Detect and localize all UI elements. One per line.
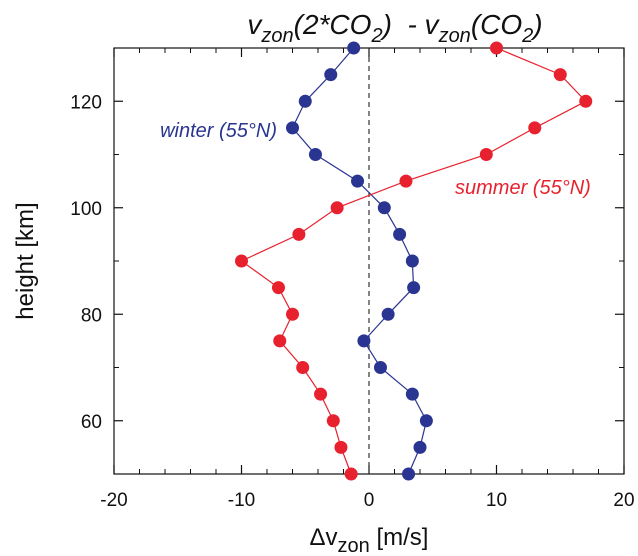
x-axis-label-sub: zon — [338, 535, 370, 556]
y-tick-label: 80 — [81, 305, 102, 326]
x-tick-label: 0 — [364, 490, 375, 511]
y-tick-label: 60 — [81, 412, 102, 433]
data-point — [344, 467, 358, 481]
summer-annotation: summer (55°N) — [455, 177, 591, 199]
data-point — [490, 41, 503, 55]
y-tick-label: 100 — [70, 199, 102, 220]
x-axis-label-prefix: Δv — [310, 524, 338, 551]
data-point — [377, 201, 391, 215]
data-point — [381, 307, 395, 321]
data-point — [553, 68, 567, 82]
x-tick-label: -10 — [228, 490, 255, 511]
data-point — [405, 254, 419, 268]
data-point — [308, 148, 322, 161]
y-axis-label: height [km] — [12, 202, 39, 319]
data-point — [399, 174, 413, 188]
data-point — [334, 440, 348, 454]
title-close2: ) — [530, 9, 542, 40]
x-axis-label: Δvzon [m/s] — [310, 524, 429, 556]
y-tick-label: 120 — [70, 92, 102, 113]
data-point — [330, 201, 344, 215]
data-point — [402, 467, 416, 481]
data-point — [292, 227, 306, 241]
title-sub1: 2 — [370, 25, 382, 47]
title-minus: - v — [392, 9, 441, 40]
x-tick-label: 20 — [613, 490, 634, 511]
data-point — [296, 361, 310, 374]
series-1 — [235, 41, 593, 481]
data-point — [314, 387, 328, 401]
title-v2-sub: zon — [438, 25, 471, 47]
data-point — [528, 121, 542, 135]
title-close1: ) — [380, 9, 392, 40]
data-point — [479, 148, 493, 161]
data-point — [273, 334, 287, 348]
title-rest2: (CO — [471, 9, 522, 40]
title-rest1: (2*CO — [294, 9, 372, 40]
data-point — [413, 440, 427, 454]
x-tick-label: -20 — [100, 490, 127, 511]
title-v1: v — [247, 9, 263, 40]
data-point — [405, 387, 419, 401]
data-point — [407, 281, 421, 295]
tick-labels-layer: -20 -10 0 10 20 60 80 100 120 — [70, 92, 634, 511]
x-axis-label-suffix: [m/s] — [370, 524, 429, 551]
series-0 — [286, 41, 433, 481]
series-layer — [235, 41, 593, 481]
title-v1-sub: zon — [260, 25, 293, 47]
data-point — [419, 414, 433, 428]
data-point — [298, 94, 312, 108]
data-point — [351, 174, 365, 188]
data-point — [286, 121, 299, 135]
data-point — [373, 361, 387, 374]
x-tick-label: 10 — [486, 490, 507, 511]
data-point — [235, 254, 248, 268]
data-point — [286, 307, 299, 321]
data-point — [393, 227, 407, 241]
data-point — [347, 41, 361, 55]
data-point — [357, 334, 371, 348]
data-point — [324, 68, 338, 82]
data-point — [271, 281, 285, 295]
title-sub2: 2 — [521, 25, 533, 47]
winter-annotation: winter (55°N) — [160, 120, 277, 142]
data-point — [579, 94, 593, 108]
chart-title: vzon(2*CO2) - vzon(CO2) — [247, 9, 542, 47]
data-point — [326, 414, 340, 428]
